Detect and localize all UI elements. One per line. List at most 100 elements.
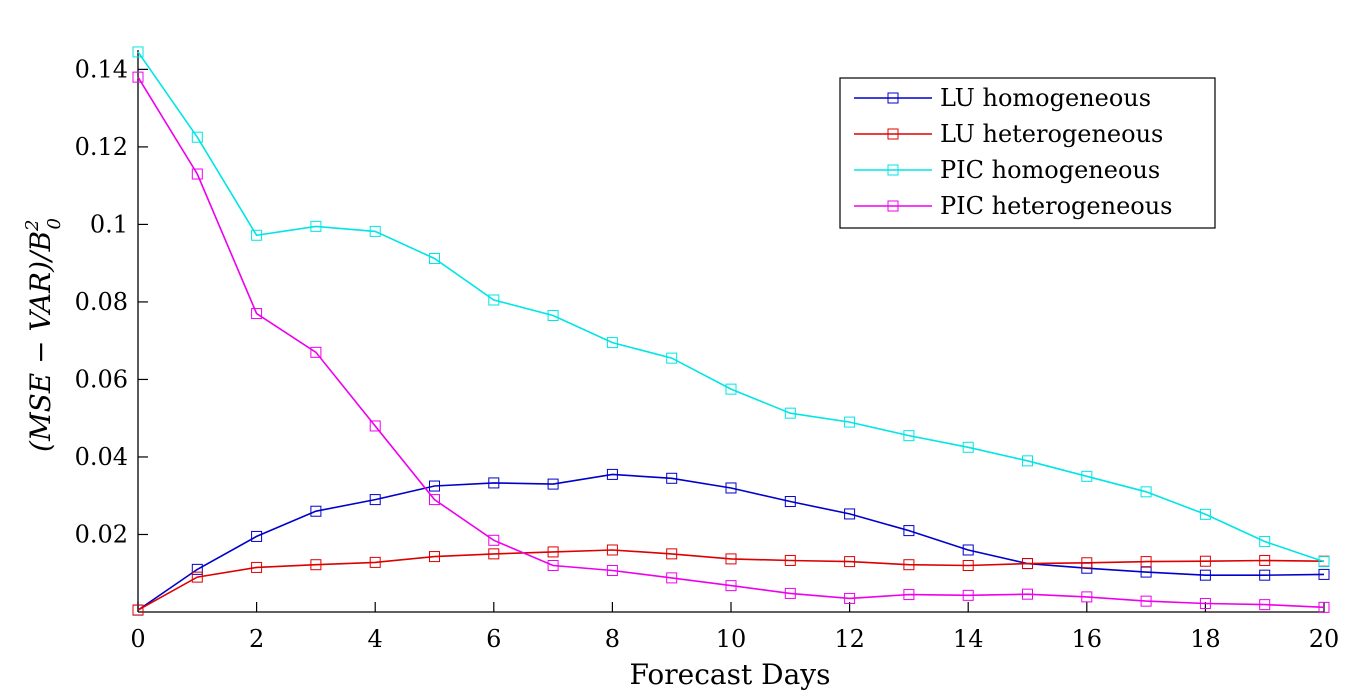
data-point	[725, 553, 737, 565]
data-point	[310, 505, 322, 517]
series-lu-homogeneous	[132, 468, 1330, 616]
data-point	[725, 383, 737, 395]
legend-swatch-marker	[887, 164, 899, 176]
legend-swatch-marker	[887, 200, 899, 212]
data-point	[488, 534, 500, 546]
series-line	[137, 473, 1325, 611]
data-point	[1022, 588, 1033, 600]
data-point	[666, 352, 678, 364]
data-point	[132, 71, 144, 83]
data-point	[429, 551, 440, 563]
data-point	[251, 229, 263, 241]
x-axis-title: Forecast Days	[630, 658, 831, 691]
x-tick-label: 10	[716, 625, 747, 653]
data-point	[547, 546, 559, 558]
data-point	[606, 565, 618, 577]
data-point	[132, 604, 144, 616]
legend-label: LU homogeneous	[940, 84, 1151, 112]
data-point	[369, 556, 381, 568]
x-tick-label: 16	[1072, 625, 1103, 653]
data-point	[1318, 601, 1330, 613]
y-tick-label: 0.04	[75, 443, 128, 471]
data-point	[429, 494, 440, 506]
legend: LU homogeneous LU heterogeneous PIC homoge…	[839, 77, 1216, 229]
y-axis-title-subscript: 0	[44, 218, 65, 229]
data-point	[310, 346, 322, 358]
data-point	[1022, 558, 1033, 570]
data-point	[1199, 597, 1211, 609]
y-tick-label: 0.02	[75, 520, 128, 548]
data-point	[429, 480, 440, 492]
y-axis-title-superscript: 2	[22, 219, 43, 231]
data-point	[488, 548, 500, 560]
data-point	[310, 559, 322, 571]
data-point	[429, 253, 440, 265]
legend-label: LU heterogeneous	[940, 120, 1163, 148]
data-point	[547, 559, 559, 571]
legend-label: PIC heterogeneous	[940, 192, 1173, 220]
data-point	[1199, 555, 1211, 567]
data-point	[310, 220, 322, 232]
data-point	[1022, 455, 1033, 467]
x-tick-label: 6	[486, 625, 501, 653]
data-point	[488, 294, 500, 306]
data-point	[547, 309, 559, 321]
data-point	[784, 554, 796, 566]
y-axis-title: (MSE − VAR)/B20	[22, 218, 65, 452]
data-point	[251, 308, 263, 320]
x-tick-label: 18	[1190, 625, 1221, 653]
data-point	[1081, 470, 1093, 482]
data-point	[1259, 535, 1271, 547]
series-group	[132, 46, 1330, 616]
y-tick-label: 0.06	[75, 365, 128, 393]
data-point	[191, 168, 203, 180]
x-tick-label: 0	[130, 625, 145, 653]
y-tick-label: 0.14	[75, 55, 128, 83]
data-point	[606, 337, 618, 349]
data-point	[369, 420, 381, 432]
data-point	[1081, 591, 1093, 603]
data-point	[1199, 569, 1211, 581]
legend-label: PIC homogeneous	[940, 156, 1160, 184]
data-point	[903, 589, 915, 601]
data-point	[488, 477, 500, 489]
y-tick-label: 0.12	[75, 133, 128, 161]
x-tick-label: 20	[1309, 625, 1340, 653]
data-point	[369, 225, 381, 237]
data-point	[962, 544, 974, 556]
series-pic-homogeneous	[132, 46, 1330, 568]
data-point	[1259, 554, 1271, 566]
series-lu-heterogeneous	[132, 544, 1330, 616]
data-point	[369, 494, 381, 506]
data-point	[132, 46, 144, 58]
data-point	[784, 407, 796, 419]
data-point	[903, 430, 915, 442]
data-point	[903, 525, 915, 537]
data-point	[784, 496, 796, 508]
data-point	[1140, 486, 1152, 498]
data-point	[191, 131, 203, 143]
data-point	[1259, 599, 1271, 611]
series-pic-heterogeneous	[132, 71, 1330, 613]
y-axis-title-main: (MSE − VAR)/B	[24, 231, 57, 452]
data-point	[1318, 568, 1330, 580]
data-point	[844, 416, 856, 428]
x-tick-label: 8	[605, 625, 620, 653]
x-tick-label: 2	[249, 625, 264, 653]
series-line	[137, 51, 1325, 563]
data-point	[606, 544, 618, 556]
data-point	[606, 468, 618, 480]
data-point	[191, 563, 203, 575]
data-point	[191, 571, 203, 583]
data-point	[1140, 556, 1152, 568]
x-tick-label: 14	[953, 625, 984, 653]
data-point	[547, 478, 559, 490]
data-point	[251, 561, 263, 573]
data-point	[1140, 595, 1152, 607]
series-line	[137, 76, 1325, 609]
data-point	[844, 508, 856, 520]
data-point	[1318, 556, 1330, 568]
data-point	[962, 589, 974, 601]
data-point	[725, 580, 737, 592]
